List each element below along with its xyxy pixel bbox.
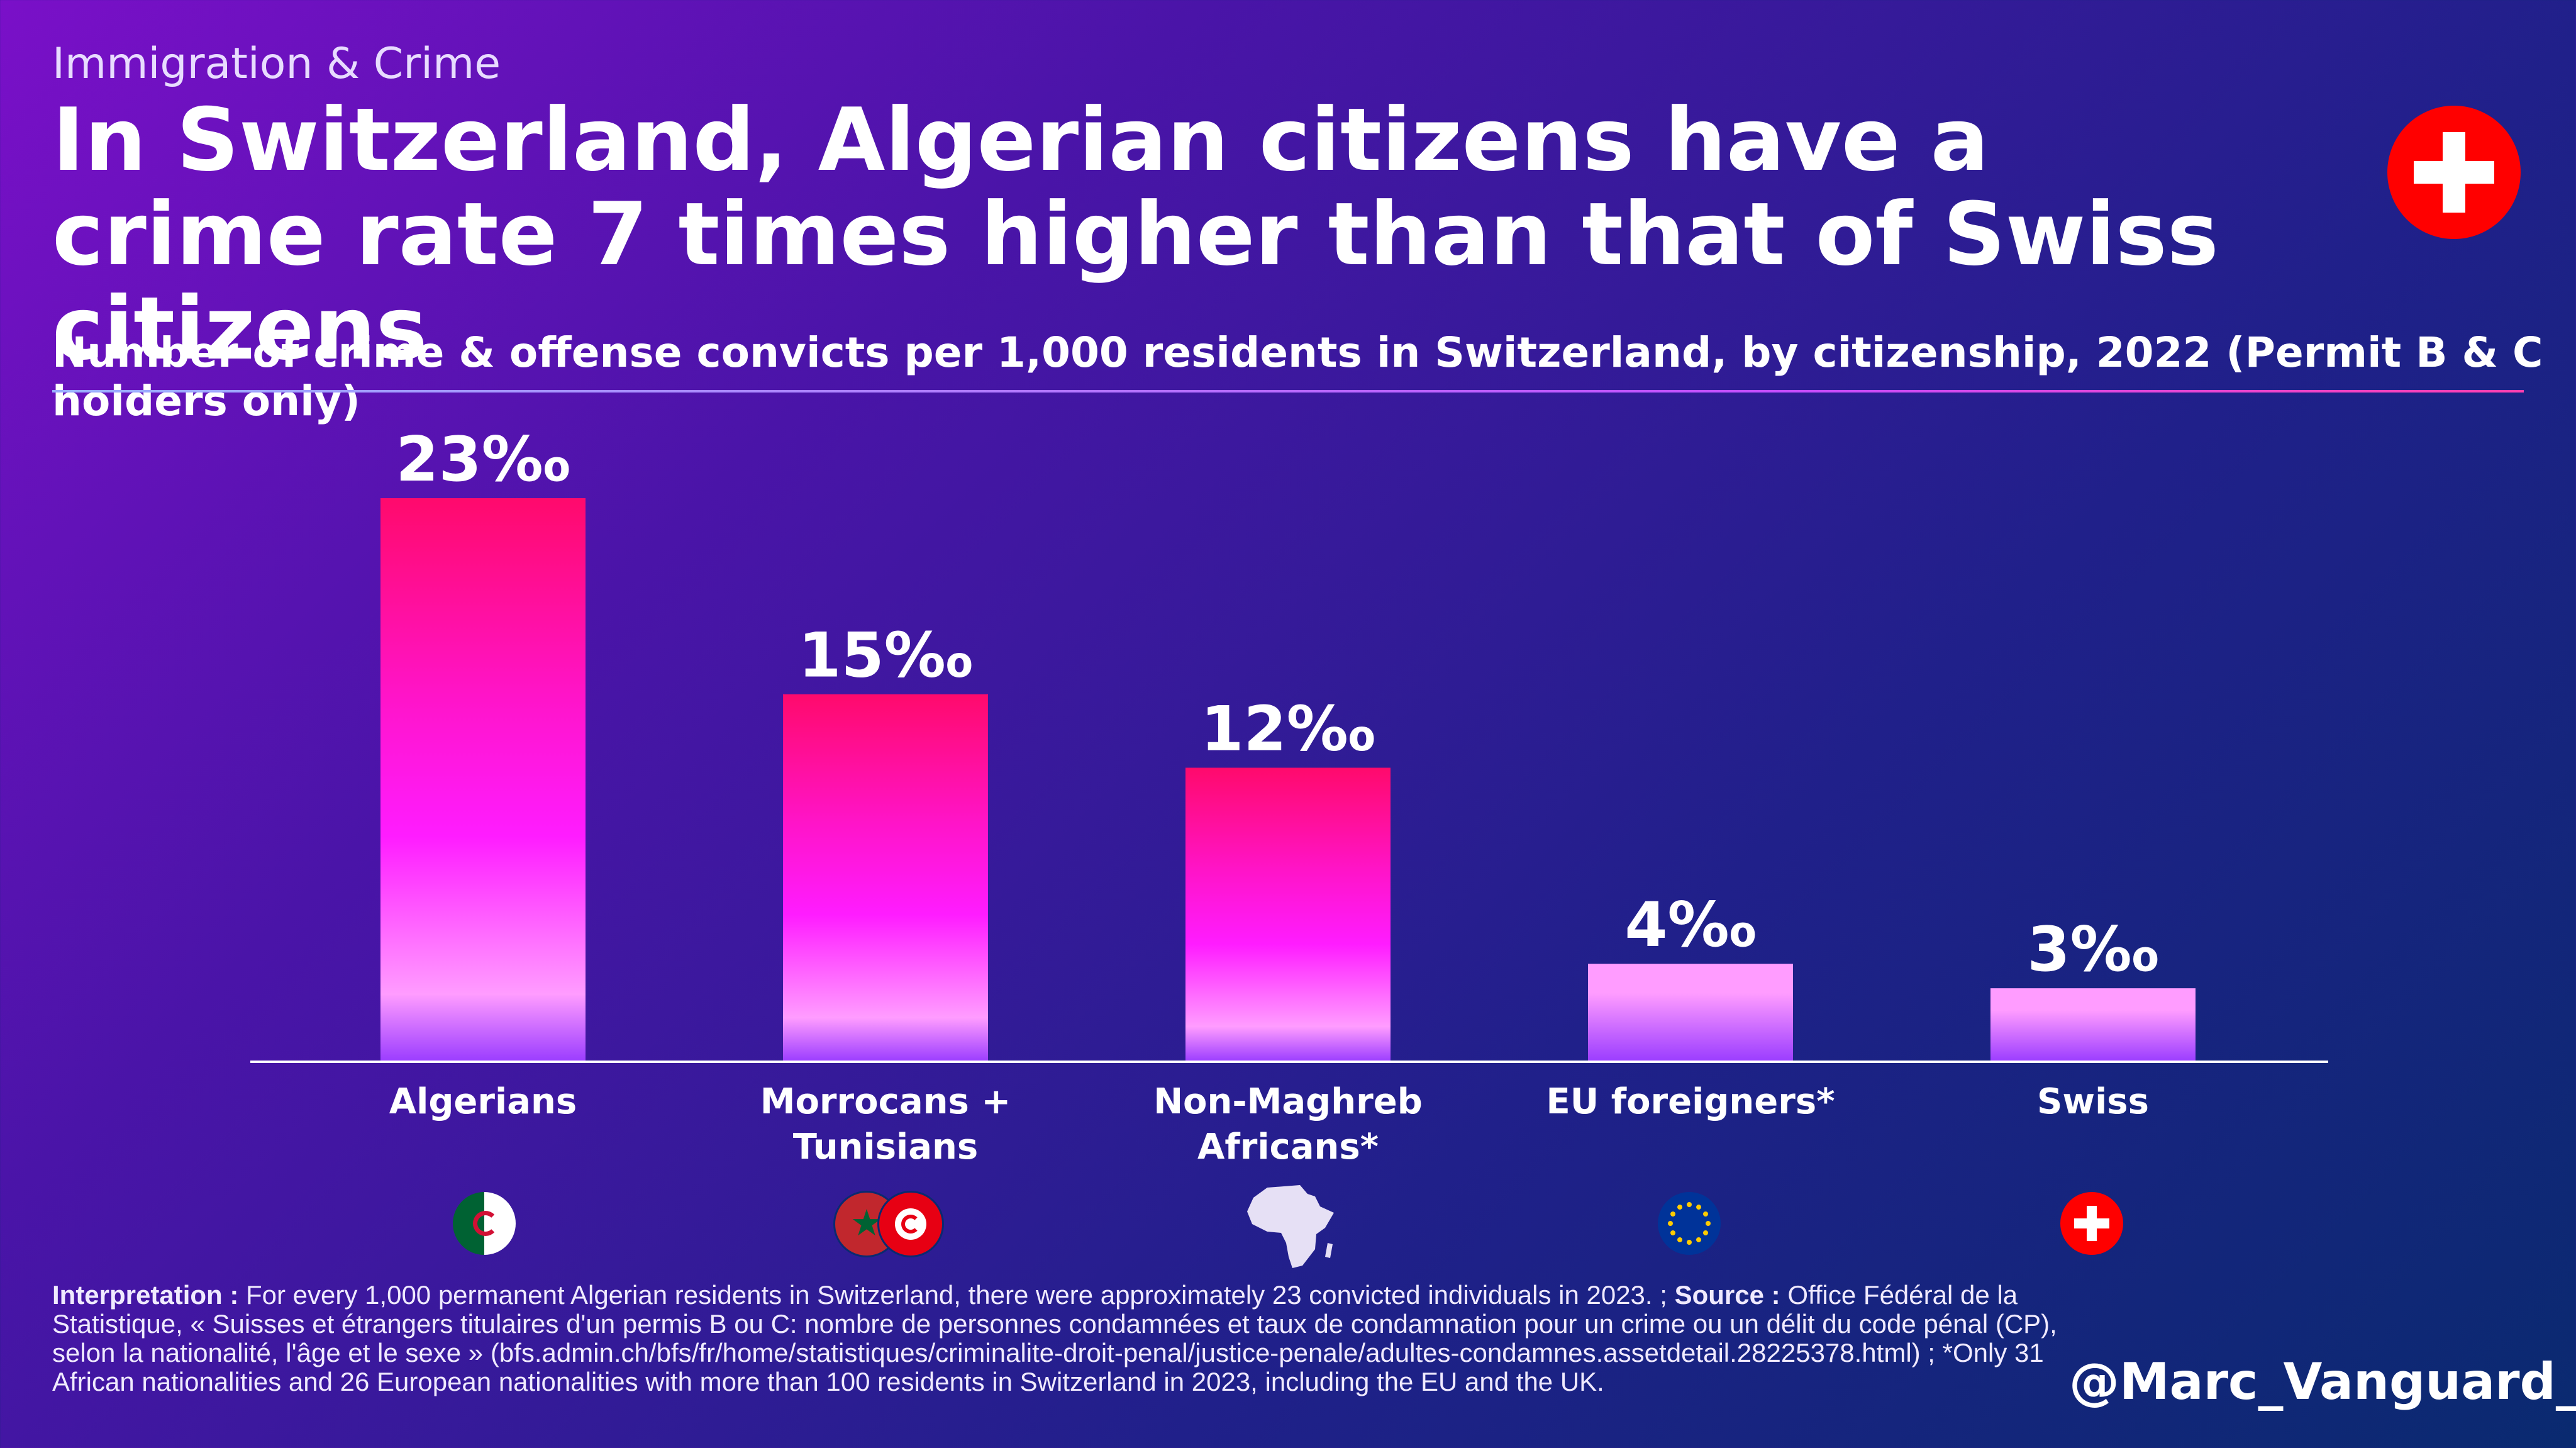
author-handle: @Marc_Vanguard_i: [2069, 1352, 2576, 1411]
africa-map-icon: [1247, 1185, 1334, 1268]
headline: In Switzerland, Algerian citizens have a…: [52, 89, 2219, 379]
algeria-flag-icon: [453, 1192, 516, 1255]
category-label-0: Algerians: [389, 1081, 577, 1122]
category-label: Immigration & Crime: [52, 39, 501, 89]
interpretation-text: For every 1,000 permanent Algerian resid…: [246, 1280, 1667, 1310]
bar-1: [783, 694, 988, 1062]
value-label-0: 23‰: [396, 424, 570, 496]
category-label-2-line0: Non-Maghreb: [1153, 1081, 1423, 1122]
bar-2: [1185, 767, 1391, 1062]
bar-3: [1588, 964, 1793, 1062]
tunisia-flag-icon: [877, 1191, 944, 1257]
interpretation-label: Interpretation :: [52, 1280, 239, 1310]
value-label-4: 3‰: [2027, 914, 2158, 986]
source-label: Source :: [1674, 1280, 1780, 1310]
category-label-4: Swiss: [2037, 1081, 2149, 1122]
bar-4: [1990, 988, 2196, 1062]
swiss-flag-badge-icon: [2387, 106, 2521, 239]
value-label-3: 4‰: [1624, 889, 1756, 961]
value-label-1: 15‰: [798, 620, 973, 692]
bar-chart: 23‰ Algerians 15‰ Morrocans + Tunisians 12‰ No…: [250, 424, 2328, 1167]
bar-0: [380, 498, 586, 1062]
value-label-2: 12‰: [1201, 694, 1375, 766]
category-label-2-line1: Africans*: [1197, 1127, 1379, 1167]
category-label-3: EU foreigners*: [1546, 1081, 1835, 1122]
subtitle-divider: [52, 390, 2524, 393]
source-text: Office Fédéral de la Statistique, « Suis…: [52, 1280, 2057, 1396]
category-label-1-line1: Tunisians: [793, 1127, 979, 1167]
footnote: Interpretation : For every 1,000 permane…: [52, 1281, 2077, 1396]
swiss-flag-icon: [2060, 1192, 2123, 1255]
eu-flag-icon: [1658, 1192, 1721, 1255]
category-label-1-line0: Morrocans +: [760, 1081, 1011, 1122]
chart-subtitle: Number of crime & offense convicts per 1…: [52, 328, 2543, 425]
